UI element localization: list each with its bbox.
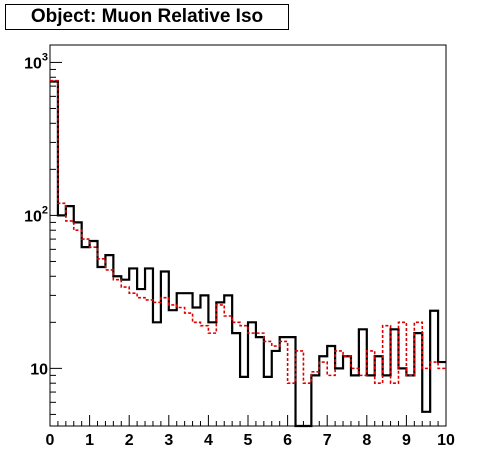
x-axis-ticks: 0 1 2 3 4 5 6 7 8 9 10 <box>46 415 455 449</box>
series-layer <box>50 79 446 428</box>
x-tick-label: 5 <box>244 432 253 449</box>
x-tick-label: 10 <box>437 432 455 449</box>
y-tick-label: 10 <box>30 361 48 378</box>
y-tick-label: 102 <box>24 204 48 225</box>
x-tick-label: 2 <box>125 432 134 449</box>
x-tick-label: 0 <box>46 432 55 449</box>
x-tick-label: 9 <box>402 432 411 449</box>
x-tick-label: 6 <box>283 432 292 449</box>
x-tick-label: 3 <box>164 432 173 449</box>
x-tick-label: 4 <box>204 432 213 449</box>
x-tick-label: 7 <box>323 432 332 449</box>
series-dashed-line <box>50 79 446 384</box>
y-axis-ticks: 103 102 10 <box>24 51 62 415</box>
series-solid-line <box>50 80 446 428</box>
y-tick-label: 103 <box>24 51 48 72</box>
chart-title: Object: Muon Relative Iso <box>5 4 289 30</box>
x-tick-label: 8 <box>362 432 371 449</box>
x-tick-label: 1 <box>85 432 94 449</box>
